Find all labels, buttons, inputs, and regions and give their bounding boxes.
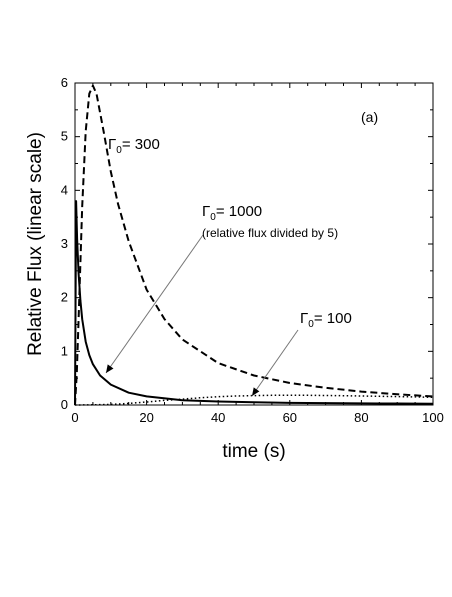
x-tick-label: 100 xyxy=(422,410,444,425)
series-line-solid xyxy=(74,200,434,406)
gamma-symbol: Γ xyxy=(300,310,308,327)
y-tick-label: 5 xyxy=(61,129,68,144)
x-tick-label: 80 xyxy=(354,410,368,425)
arrow-gamma-1000-head xyxy=(106,364,114,373)
plot-border xyxy=(74,82,434,406)
y-tick-label: 0 xyxy=(61,397,68,412)
annotation-text: = 1000 xyxy=(216,203,262,220)
y-tick-label: 3 xyxy=(61,236,68,251)
arrow-gamma-100-shaft xyxy=(251,329,299,397)
annotation-gamma-100: Γ0= 100 xyxy=(300,310,352,330)
annotation-gamma-1000: Γ0= 1000 xyxy=(202,203,262,223)
series-line-dashed xyxy=(74,84,434,406)
x-tick-label: 60 xyxy=(283,410,297,425)
arrow-gamma-100-head xyxy=(252,387,260,396)
plot-frame xyxy=(74,82,434,406)
gamma-subscript: 0 xyxy=(210,212,216,223)
series-layer xyxy=(74,84,434,406)
annotation-arrows xyxy=(105,234,299,397)
gamma-subscript: 0 xyxy=(308,319,314,330)
gamma-symbol: Γ xyxy=(202,203,210,220)
x-tick-label: 40 xyxy=(211,410,225,425)
panel-label: (a) xyxy=(361,109,378,125)
arrow-gamma-1000-shaft xyxy=(105,234,204,374)
annotation-text: = 300 xyxy=(122,136,160,153)
y-tick-label: 1 xyxy=(61,343,68,358)
gamma-subscript: 0 xyxy=(116,145,122,156)
y-tick-label: 6 xyxy=(61,75,68,90)
y-tick-label: 4 xyxy=(61,182,68,197)
gamma-symbol: Γ xyxy=(108,136,116,153)
annotation-gamma-300: Γ0= 300 xyxy=(108,136,160,156)
y-tick-label: 2 xyxy=(61,290,68,305)
annotation-note-1000: (relative flux divided by 5) xyxy=(202,226,338,240)
axis-ticks: 0 20 40 60 80 100 0 1 2 3 4 5 6 xyxy=(61,75,444,425)
y-axis-title: Relative Flux (linear scale) xyxy=(25,132,46,356)
x-tick-label: 0 xyxy=(71,410,78,425)
annotation-text: = 100 xyxy=(314,310,352,327)
x-tick-label: 20 xyxy=(139,410,153,425)
x-axis-title: time (s) xyxy=(222,441,285,462)
